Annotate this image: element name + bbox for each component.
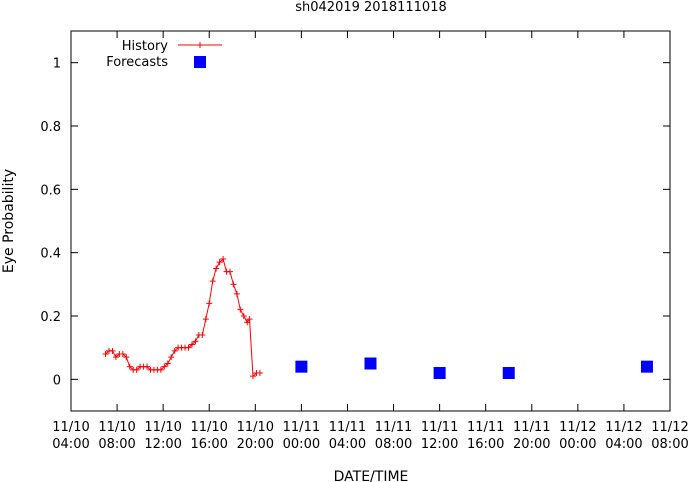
history-point: [164, 360, 171, 367]
x-tick-date-label: 11/10: [237, 420, 274, 435]
history-point: [230, 281, 237, 288]
x-tick-time-label: 04:00: [329, 437, 366, 452]
y-tick-label: 0: [53, 373, 61, 388]
x-tick-date-label: 11/11: [329, 420, 366, 435]
history-point: [240, 313, 247, 319]
history-point: [102, 351, 109, 357]
x-tick-time-label: 12:00: [144, 437, 181, 452]
history-point: [112, 354, 119, 361]
forecast-point: [295, 360, 308, 373]
history-point: [157, 366, 164, 373]
history-point: [216, 259, 223, 266]
legend-label-forecasts: Forecasts: [106, 55, 168, 70]
history-point: [109, 347, 116, 354]
x-tick-date-label: 11/11: [513, 420, 550, 435]
legend-swatch-forecasts: [194, 56, 206, 68]
history-point: [119, 351, 126, 357]
forecast-point: [640, 360, 653, 373]
history-point: [220, 256, 227, 262]
x-tick-time-label: 20:00: [237, 437, 274, 452]
history-point: [171, 347, 178, 354]
y-tick-label: 0.6: [40, 183, 61, 198]
x-tick-date-label: 11/10: [52, 420, 89, 435]
history-point: [209, 278, 216, 285]
x-tick-time-label: 20:00: [513, 437, 550, 452]
x-tick-time-label: 08:00: [375, 437, 412, 452]
y-axis-label: Eye Probability: [1, 169, 17, 273]
x-tick-date-label: 11/11: [283, 420, 320, 435]
history-point: [144, 363, 151, 370]
history-point: [244, 319, 251, 326]
history-point: [199, 332, 206, 338]
history-point: [188, 341, 195, 348]
x-tick-date-label: 11/10: [190, 420, 227, 435]
y-tick-label: 1: [53, 57, 61, 72]
history-point: [213, 265, 220, 272]
y-tick-label: 0.2: [40, 310, 61, 325]
forecast-point: [433, 367, 446, 379]
x-tick-time-label: 16:00: [190, 437, 227, 452]
x-tick-date-label: 11/12: [651, 420, 688, 435]
x-tick-time-label: 08:00: [98, 437, 135, 452]
history-point: [256, 370, 263, 376]
x-tick-time-label: 04:00: [52, 437, 89, 452]
x-tick-time-label: 12:00: [421, 437, 458, 452]
x-tick-date-label: 11/11: [421, 420, 458, 435]
history-point: [233, 290, 240, 297]
history-point: [133, 366, 140, 373]
x-tick-time-label: 08:00: [651, 437, 688, 452]
history-point: [192, 338, 199, 345]
history-point: [206, 300, 213, 307]
legend-label-history: History: [122, 39, 169, 54]
legend-swatch-history-cross: [197, 42, 203, 48]
history-point: [202, 316, 209, 323]
x-tick-time-label: 04:00: [605, 437, 642, 452]
history-point: [226, 268, 233, 275]
x-tick-date-label: 11/11: [375, 420, 412, 435]
history-point: [161, 363, 168, 370]
x-tick-date-label: 11/10: [144, 420, 181, 435]
history-point: [250, 373, 257, 380]
x-tick-time-label: 00:00: [283, 437, 320, 452]
history-point: [246, 316, 253, 323]
history-point: [237, 306, 244, 313]
x-tick-date-label: 11/12: [605, 420, 642, 435]
history-point: [185, 344, 192, 351]
plot-frame: [70, 30, 671, 412]
chart-title: sh042019 2018111018: [295, 0, 446, 15]
x-tick-date-label: 11/10: [98, 420, 135, 435]
x-axis-label: DATE/TIME: [334, 469, 409, 482]
history-point: [123, 354, 130, 361]
forecast-point: [502, 367, 515, 379]
x-tick-date-label: 11/12: [559, 420, 596, 435]
x-tick-time-label: 16:00: [467, 437, 504, 452]
x-tick-date-label: 11/11: [467, 420, 504, 435]
history-point: [126, 363, 133, 370]
forecast-point: [364, 357, 377, 370]
y-tick-label: 0.8: [40, 120, 61, 135]
x-tick-time-label: 00:00: [559, 437, 596, 452]
history-point: [168, 354, 175, 361]
y-tick-label: 0.4: [40, 247, 61, 262]
